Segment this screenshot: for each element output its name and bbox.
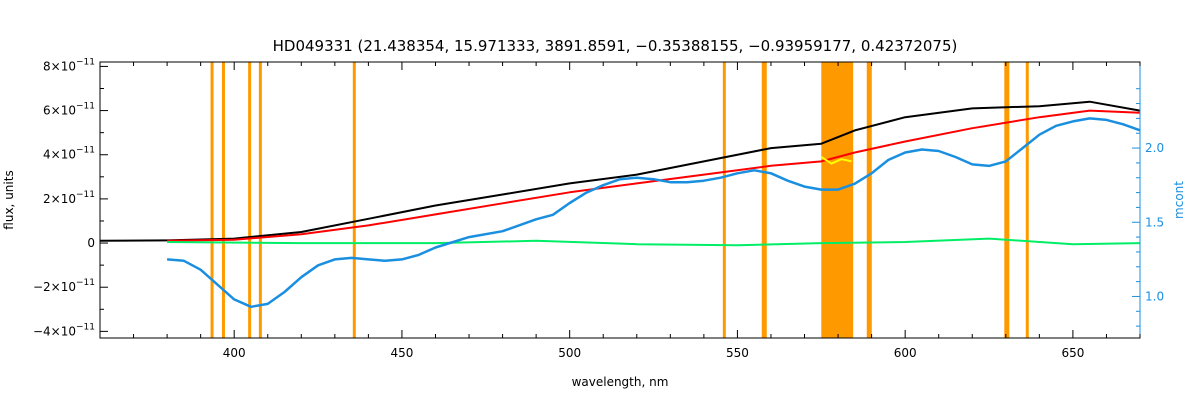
plot-frame (99, 61, 1141, 339)
x-tick-label: 600 (894, 346, 917, 360)
x-tick-label: 450 (390, 346, 413, 360)
series-line-1 (99, 100, 1141, 242)
right-y-axis-label: mcont (1172, 181, 1186, 219)
y-tick-label: 6×10−11 (43, 102, 95, 118)
y-tick-label: 4×10−11 (43, 146, 95, 162)
right-y-tick-label: 2.0 (1145, 141, 1164, 155)
y-tick-label: −2×10−11 (33, 278, 95, 294)
series-line-2 (167, 109, 1141, 242)
shaded-band (821, 62, 854, 338)
series-line-4 (167, 237, 1141, 247)
y-axis-label: flux, units (2, 170, 16, 229)
right-y-tick-label: 1.5 (1145, 215, 1164, 229)
chart-title: HD049331 (21.438354, 15.971333, 3891.859… (273, 37, 958, 55)
y-tick-label: −4×10−11 (33, 322, 95, 338)
y-tick-label: 0 (87, 236, 95, 250)
y-tick-label: 2×10−11 (43, 190, 95, 206)
x-axis-label: wavelength, nm (572, 375, 669, 389)
y-tick-label: 8×10−11 (43, 57, 95, 73)
series-line-5 (166, 117, 1141, 309)
right-y-tick-label: 1.0 (1145, 289, 1164, 303)
x-tick-label: 550 (726, 346, 749, 360)
series-line-3 (820, 156, 852, 165)
x-tick-label: 400 (223, 346, 246, 360)
x-tick-label: 650 (1061, 346, 1084, 360)
x-tick-label: 500 (558, 346, 581, 360)
